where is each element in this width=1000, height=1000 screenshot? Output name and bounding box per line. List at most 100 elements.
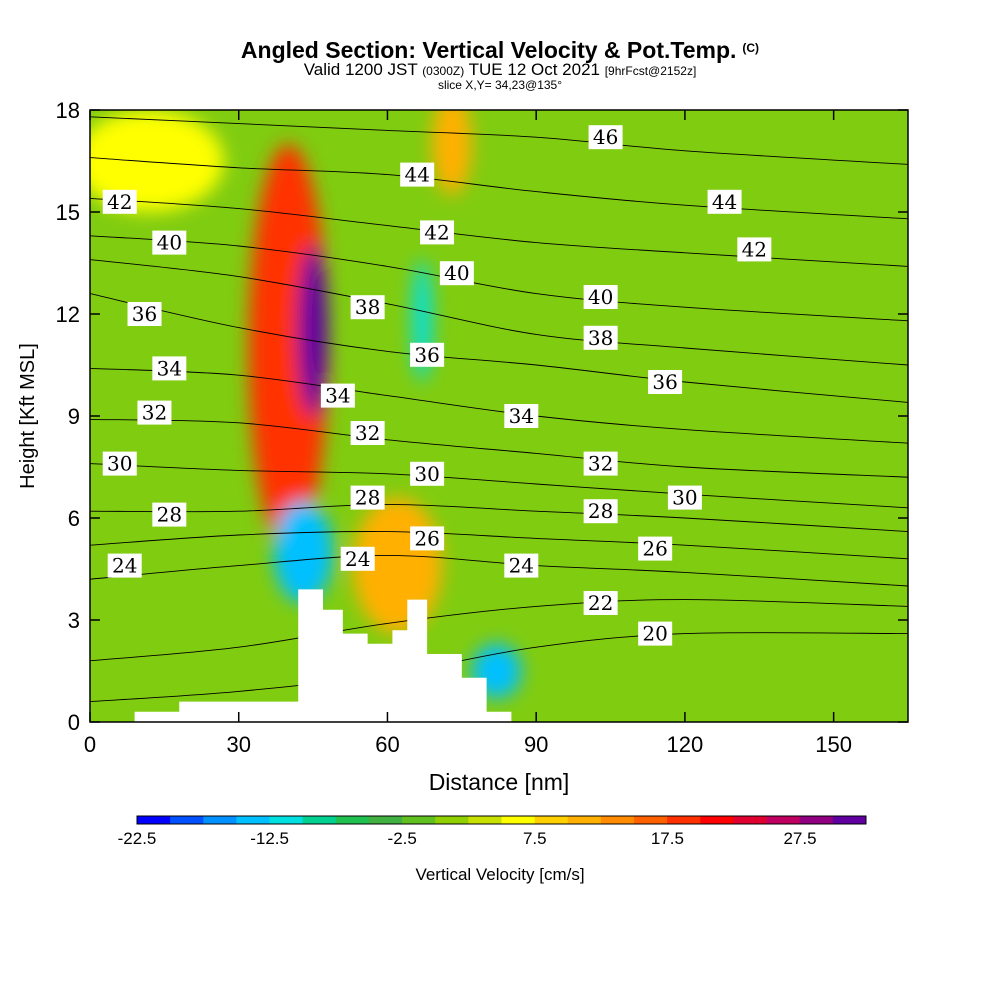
contour-label: 26 xyxy=(414,526,439,550)
contour-label-box xyxy=(400,162,435,187)
contour-label-box xyxy=(410,461,445,486)
contour-label-box xyxy=(583,451,618,476)
contour-label: 46 xyxy=(593,125,618,149)
valid-time: Valid 1200 JST xyxy=(303,60,418,79)
contour-label-box xyxy=(410,342,445,367)
x-tick-label: 150 xyxy=(815,732,852,757)
isentrope-line xyxy=(90,632,908,703)
contour-label-box xyxy=(648,370,683,394)
isentrope-line xyxy=(90,293,908,403)
colorbar-swatch xyxy=(236,816,271,824)
contour-label: 40 xyxy=(588,285,613,309)
velocity-region xyxy=(248,144,328,552)
contour-label-box xyxy=(152,230,187,255)
copyright-mark: (C) xyxy=(742,41,760,55)
isentrope-line xyxy=(90,503,908,533)
field-background xyxy=(90,110,908,722)
colorbar-swatch xyxy=(799,816,834,824)
contour-label-box xyxy=(102,189,137,214)
contour-label: 26 xyxy=(642,537,667,561)
colorbar-swatch xyxy=(170,816,204,824)
colorbar-swatch xyxy=(335,816,370,824)
contour-label: 22 xyxy=(588,591,613,615)
isentrope-line xyxy=(90,554,908,587)
colorbar-swatch xyxy=(700,816,734,824)
y-tick-label: 6 xyxy=(68,506,80,531)
contour-label-box xyxy=(504,553,539,578)
x-tick-label: 60 xyxy=(375,732,399,757)
colorbar-label: Vertical Velocity [cm/s] xyxy=(415,865,584,884)
contour-label: 38 xyxy=(355,295,380,319)
colorbar-swatch xyxy=(435,816,469,824)
chart-title: Angled Section: Vertical Velocity & Pot.… xyxy=(0,36,1000,62)
contour-label: 42 xyxy=(107,190,132,214)
colorbar-swatch xyxy=(269,816,304,824)
slice-info: slice X,Y= 34,23@135° xyxy=(437,78,563,92)
contour-label: 34 xyxy=(157,356,182,380)
colorbar-tick-label: -22.5 xyxy=(118,829,157,848)
contour-label: 36 xyxy=(414,343,439,367)
y-tick-label: 0 xyxy=(68,710,80,735)
contour-label: 40 xyxy=(157,231,182,255)
colorbar-swatch xyxy=(402,816,436,824)
velocity-region xyxy=(90,110,224,212)
colorbar-tick-label: 7.5 xyxy=(523,829,547,848)
contour-label-box xyxy=(320,383,355,408)
contour-label: 42 xyxy=(424,220,449,244)
colorbar-swatch xyxy=(634,816,668,824)
contour-label: 36 xyxy=(132,302,157,326)
y-axis-label: Height [Kft MSL] xyxy=(17,343,39,489)
contour-label-box xyxy=(420,220,455,245)
contour-label: 24 xyxy=(509,554,534,578)
contour-label: 34 xyxy=(509,404,534,428)
isentrope-line xyxy=(90,367,908,444)
isentrope-line xyxy=(90,116,908,165)
contour-label: 32 xyxy=(142,401,167,425)
contour-label-box xyxy=(152,356,187,381)
isentrope-line xyxy=(90,463,908,509)
contour-label: 30 xyxy=(107,452,132,476)
title-main: Angled Section: Vertical Velocity & Pot.… xyxy=(240,37,737,63)
y-tick-label: 3 xyxy=(68,608,80,633)
contour-label-box xyxy=(583,499,618,524)
forecast-info: [9hrFcst@2152z] xyxy=(604,64,697,78)
contour-label-box xyxy=(638,621,673,646)
contour-label-box xyxy=(707,189,742,214)
contour-label-box xyxy=(410,526,445,551)
colorbar-swatch xyxy=(667,816,701,824)
contour-label: 36 xyxy=(652,370,677,394)
isentrope-line xyxy=(90,531,908,560)
isentrope-line xyxy=(90,418,908,478)
colorbar-frame xyxy=(136,815,867,825)
colorbar-swatch xyxy=(368,816,403,824)
contour-label: 28 xyxy=(588,499,613,523)
contour-label-box xyxy=(588,125,623,150)
x-tick-label: 90 xyxy=(524,732,548,757)
contour-label: 28 xyxy=(157,503,182,527)
colorbar-swatch xyxy=(733,816,768,824)
colorbar-swatch xyxy=(137,816,171,824)
contour-label-box xyxy=(340,546,375,571)
contour-label: 40 xyxy=(444,261,469,285)
contour-label: 32 xyxy=(355,421,380,445)
contour-label: 24 xyxy=(345,547,370,571)
velocity-region xyxy=(273,501,333,603)
contour-label-box xyxy=(583,591,618,615)
contour-label-box xyxy=(350,421,385,445)
y-tick-label: 18 xyxy=(56,98,80,123)
contour-label-box xyxy=(137,400,172,425)
colorbar-swatch xyxy=(567,816,602,824)
valid-date: TUE 12 Oct 2021 xyxy=(468,60,600,79)
contour-label-box xyxy=(350,485,385,510)
contour-label-box xyxy=(152,502,187,527)
contour-label: 24 xyxy=(112,554,137,578)
x-axis-label: Distance [nm] xyxy=(429,769,570,795)
colorbar-tick-label: -12.5 xyxy=(250,829,289,848)
x-tick-label: 0 xyxy=(84,732,96,757)
contour-label-box xyxy=(583,325,618,350)
contour-label-box xyxy=(439,261,474,286)
colorbar-swatch xyxy=(534,816,569,824)
contour-label: 38 xyxy=(588,326,613,350)
contour-label: 32 xyxy=(588,452,613,476)
